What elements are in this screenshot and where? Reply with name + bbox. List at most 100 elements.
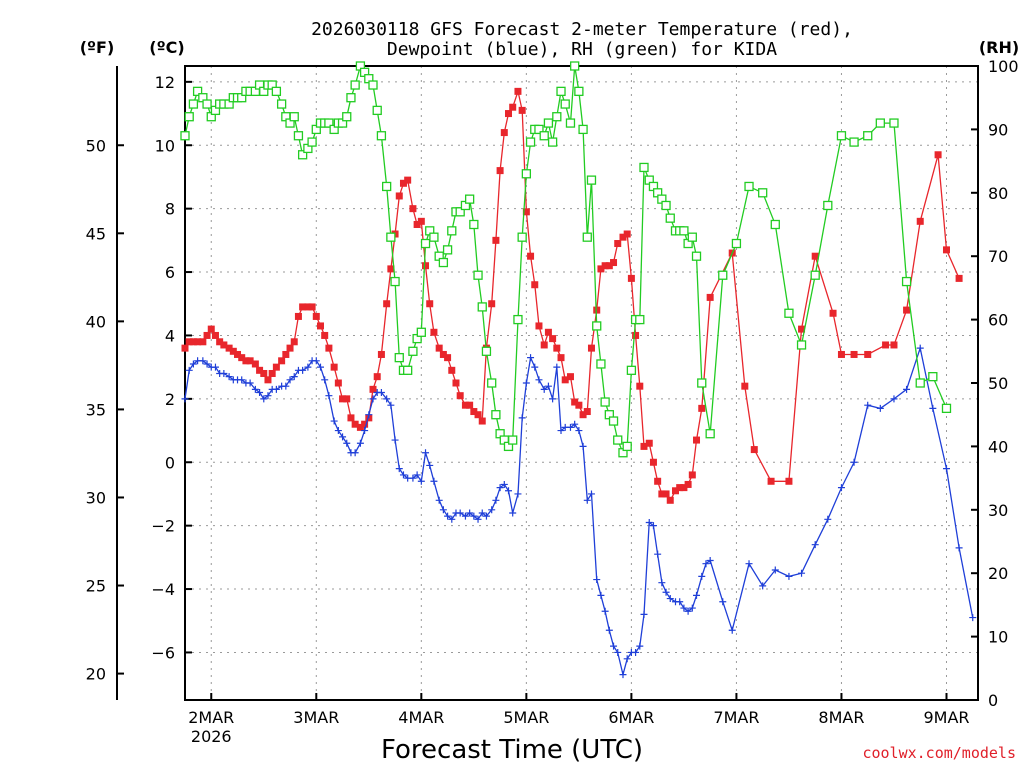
temperature-point <box>399 179 407 187</box>
temperature-point <box>351 420 359 428</box>
rh-point <box>661 200 671 211</box>
date-tick-label: 8MAR <box>818 708 864 727</box>
rh-point <box>718 270 728 280</box>
dewpoint-point <box>251 385 259 393</box>
rh-point <box>560 99 570 109</box>
dewpoint-point <box>369 395 377 403</box>
rh-point <box>473 270 483 280</box>
temperature-point <box>216 338 224 346</box>
temperature-point <box>488 300 496 308</box>
rh-point <box>731 238 742 249</box>
rh-tick-label: 0 <box>988 691 998 710</box>
dewpoint-point <box>527 354 535 362</box>
rh-point <box>368 80 378 90</box>
fahrenheit-tick-label: 35 <box>86 400 106 419</box>
dewpoint-point <box>680 604 688 612</box>
dewpoint-point <box>505 487 513 495</box>
temperature-point <box>561 376 569 384</box>
rh-point <box>697 378 707 388</box>
dewpoint-point <box>444 512 452 520</box>
temperature-point <box>377 350 385 358</box>
temperature-point <box>268 369 276 377</box>
fahrenheit-tick-label: 50 <box>86 136 106 155</box>
dewpoint-point <box>365 411 373 419</box>
dewpoint-point <box>619 671 627 679</box>
dewpoint-point <box>466 509 474 517</box>
dewpoint-point <box>605 626 613 634</box>
rh-point <box>539 131 549 141</box>
rh-point <box>491 410 501 420</box>
dewpoint-point <box>553 363 561 371</box>
dewpoint-point <box>422 449 430 457</box>
rh-tick-label: 60 <box>988 311 1008 330</box>
temperature-point <box>837 350 845 358</box>
temperature-point <box>238 354 246 362</box>
temperature-point <box>698 404 706 412</box>
dewpoint-point <box>728 626 736 634</box>
temperature-point <box>549 335 557 343</box>
temperature-point <box>649 458 657 466</box>
temperature-point <box>294 312 302 320</box>
dewpoint-point <box>351 449 359 457</box>
rh-point <box>188 99 199 109</box>
dewpoint-point <box>334 427 342 435</box>
temperature-point <box>444 354 452 362</box>
rh-point <box>552 112 562 122</box>
dewpoint-point <box>645 518 653 526</box>
temperature-point <box>181 344 189 352</box>
temperature-point <box>461 401 469 409</box>
temperature-point <box>767 477 775 485</box>
temperature-point <box>251 360 259 368</box>
dewpoint-point <box>688 604 696 612</box>
dewpoint-point <box>518 414 526 422</box>
dewpoint-point <box>299 366 307 374</box>
temperature-point <box>527 252 535 260</box>
dewpoint-point <box>395 465 403 473</box>
temperature-point <box>693 436 701 444</box>
temperature-point <box>220 341 228 349</box>
temperature-point <box>518 106 526 114</box>
temperature-point <box>785 477 793 485</box>
dewpoint-point <box>916 344 924 352</box>
temperature-point <box>466 401 474 409</box>
rh-point <box>346 93 356 103</box>
rh-tick-label: 40 <box>988 437 1008 456</box>
temperature-point <box>684 480 692 488</box>
date-tick-label: 2MAR <box>188 708 234 727</box>
dewpoint-point <box>632 648 640 656</box>
temperature-point <box>435 344 443 352</box>
temperature-point <box>417 217 425 225</box>
rh-point <box>271 86 282 97</box>
temperature-point <box>500 129 508 137</box>
rh-point <box>543 118 554 128</box>
temperature-point <box>256 366 264 374</box>
rh-tick-label: 80 <box>988 184 1008 203</box>
dewpoint-point <box>413 471 421 479</box>
rh-point <box>758 188 768 198</box>
dewpoint-point <box>482 512 490 520</box>
temperature-point <box>260 369 268 377</box>
temperature-point <box>579 411 587 419</box>
rh-point <box>350 80 360 90</box>
dewpoint-point <box>439 506 447 514</box>
temperature-point <box>662 490 670 498</box>
rh-point <box>613 435 623 445</box>
dewpoint-point <box>290 373 298 381</box>
plot-frame <box>184 65 979 701</box>
dewpoint-point <box>610 642 618 650</box>
rh-point <box>184 112 194 122</box>
temperature-point <box>426 300 434 308</box>
series-line <box>184 345 974 675</box>
series-line <box>184 64 948 455</box>
temperature-point <box>688 471 696 479</box>
dewpoint-point <box>535 376 543 384</box>
temperature-point <box>448 366 456 374</box>
rh-point <box>521 169 532 179</box>
rh-point <box>297 150 308 160</box>
rh-tick-label: 50 <box>988 374 1008 393</box>
temperature-point <box>369 385 377 393</box>
rh-point <box>784 308 794 318</box>
temperature-point <box>339 395 347 403</box>
rh-point <box>390 276 400 287</box>
dewpoint-point <box>492 496 500 504</box>
